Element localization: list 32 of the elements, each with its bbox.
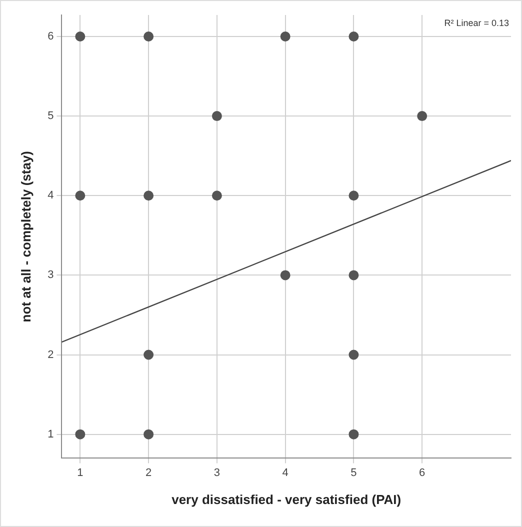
- y-tick-label: 2: [48, 348, 54, 361]
- point: [212, 111, 222, 122]
- y-tick-label: 6: [48, 30, 54, 43]
- x-tick-label: 6: [419, 466, 426, 479]
- x-axis-title: very dissatisfied - very satisfied (PAI): [172, 492, 402, 507]
- point: [348, 429, 359, 440]
- point: [280, 31, 290, 42]
- point: [144, 350, 154, 360]
- point: [417, 111, 428, 122]
- x-tick-label: 4: [282, 466, 288, 479]
- y-tick-label: 4: [48, 190, 54, 202]
- point: [348, 31, 359, 42]
- point: [348, 190, 359, 201]
- point: [75, 429, 86, 440]
- point: [280, 270, 290, 280]
- point: [212, 190, 222, 201]
- point: [75, 190, 86, 201]
- y-tick-label: 5: [48, 110, 54, 122]
- y-tick-label: 1: [48, 428, 54, 440]
- y-axis-title: not at all - completely (stay): [18, 151, 34, 322]
- point: [144, 31, 154, 42]
- annotation: R² Linear = 0.13: [444, 18, 509, 28]
- x-tick-label: 2: [146, 466, 152, 479]
- point: [144, 429, 154, 440]
- point: [144, 190, 154, 201]
- x-tick-label: 1: [77, 466, 84, 479]
- point: [348, 350, 359, 360]
- y-tick-label: 3: [48, 269, 54, 282]
- point: [348, 270, 359, 280]
- x-tick-label: 3: [214, 466, 220, 479]
- x-tick-label: 5: [350, 466, 357, 479]
- point: [75, 31, 86, 42]
